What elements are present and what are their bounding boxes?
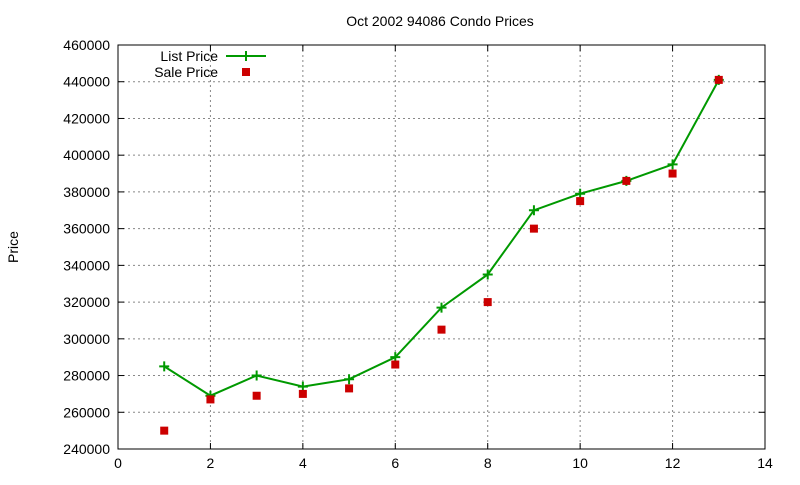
y-tick-label: 380000 <box>63 184 110 200</box>
data-point-plus <box>667 159 678 170</box>
x-tick-label: 6 <box>391 455 399 471</box>
legend-item: List Price <box>160 48 266 64</box>
x-tick-label: 4 <box>299 455 307 471</box>
plot-frame <box>117 44 766 450</box>
data-point-square <box>206 395 215 404</box>
data-point-square <box>252 391 261 400</box>
legend-item: Sale Price <box>154 64 250 80</box>
x-axis-ticks: 0 2 4 6 8 10 12 14 <box>114 45 773 471</box>
x-tick-label: 12 <box>665 455 681 471</box>
legend-plus-swatch <box>241 51 251 61</box>
x-tick-label: 14 <box>757 455 773 471</box>
data-point-plus <box>251 370 262 381</box>
y-tick-label: 280000 <box>63 368 110 384</box>
data-point-square <box>391 360 400 369</box>
x-tick-label: 0 <box>114 455 122 471</box>
grid-lines <box>118 45 765 449</box>
y-tick-label: 320000 <box>63 294 110 310</box>
data-point-square <box>529 224 538 233</box>
data-point-square <box>483 298 492 307</box>
data-point-plus <box>297 381 308 392</box>
y-axis-label: Price <box>5 231 21 263</box>
series-layer <box>159 74 724 435</box>
data-point-square <box>668 169 677 178</box>
legend-label: List Price <box>160 48 218 64</box>
data-point-plus <box>159 361 170 372</box>
data-point-plus <box>528 205 539 216</box>
x-tick-label: 8 <box>484 455 492 471</box>
legend-label: Sale Price <box>154 64 218 80</box>
y-axis-ticks: 240000 260000 280000 300000 320000 340000 3600… <box>63 37 765 457</box>
y-tick-label: 460000 <box>63 37 110 53</box>
data-point-square <box>437 325 446 334</box>
y-tick-label: 360000 <box>63 221 110 237</box>
data-point-plus <box>436 302 447 313</box>
legend-square-swatch <box>242 68 250 76</box>
y-tick-label: 240000 <box>63 441 110 457</box>
data-point-plus <box>344 374 355 385</box>
data-point-plus <box>575 188 586 199</box>
y-tick-label: 260000 <box>63 404 110 420</box>
series-sale-price <box>160 75 723 435</box>
series-list-price <box>159 74 724 401</box>
x-tick-label: 10 <box>572 455 588 471</box>
data-point-square <box>576 197 585 206</box>
y-tick-label: 300000 <box>63 331 110 347</box>
data-point-plus <box>390 352 401 363</box>
y-tick-label: 400000 <box>63 147 110 163</box>
y-tick-label: 440000 <box>63 74 110 90</box>
y-tick-label: 420000 <box>63 110 110 126</box>
data-point-square <box>160 426 169 435</box>
data-point-plus <box>482 269 493 280</box>
data-point-square <box>714 75 723 84</box>
y-tick-label: 340000 <box>63 257 110 273</box>
data-point-square <box>345 384 354 393</box>
x-tick-label: 2 <box>207 455 215 471</box>
chart-title: Oct 2002 94086 Condo Prices <box>346 13 534 29</box>
data-point-square <box>622 176 631 185</box>
series-line <box>163 79 720 397</box>
data-point-square <box>298 389 307 398</box>
